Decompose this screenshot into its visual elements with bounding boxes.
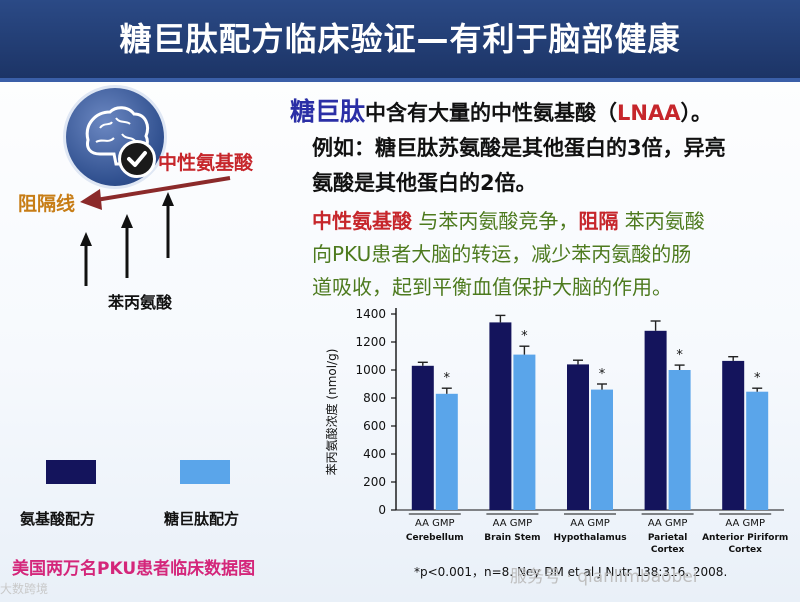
category-label: Cortex — [728, 545, 762, 555]
phenylalanine-label: 苯丙氨酸 — [108, 293, 173, 312]
watermark-brand: 大数跨境 — [0, 582, 49, 596]
block-arrow-head — [80, 189, 102, 210]
text-fragment: 苯丙氨酸 — [624, 209, 705, 233]
brand-name: 糖巨肽 — [290, 97, 366, 126]
y-tick-label: 200 — [363, 475, 386, 489]
group-label: AA GMP — [725, 518, 765, 529]
bar — [746, 391, 769, 510]
category-label: Anterior Piriform — [702, 533, 788, 543]
significance-mark: * — [444, 371, 451, 386]
significance-mark: * — [676, 348, 683, 363]
bar — [567, 364, 589, 510]
description-paragraph: 糖巨肽中含有大量的中性氨基酸（LNAA）。 例如：糖巨肽苏氨酸是其他蛋白的3倍，… — [290, 94, 790, 201]
bar — [411, 365, 434, 510]
group-label: AA GMP — [493, 518, 533, 529]
y-tick-label: 1000 — [355, 363, 386, 377]
y-tick-label: 1200 — [355, 335, 386, 349]
legend-swatch-gmp — [180, 460, 230, 484]
legend-label-aa: 氨基酸配方 — [20, 510, 96, 528]
page-title: 糖巨肽配方临床验证—有利于脑部健康 — [119, 20, 681, 58]
category-label: Parietal — [648, 533, 688, 543]
barrier-label: 阻隔线 — [18, 193, 76, 215]
bar — [591, 389, 613, 510]
highlight-lnaa: 中性氨基酸 — [312, 209, 412, 233]
chart-svg: 苯丙氨酸浓度 (nmol/g) 0 200 400 600 800 1000 1200 1400… — [324, 307, 788, 555]
significance-mark: * — [754, 371, 761, 386]
lnaa-abbrev: LNAA — [617, 101, 681, 125]
data-source-caption: 美国两万名PKU患者临床数据图 — [12, 559, 256, 579]
mechanism-paragraph: 中性氨基酸 与苯丙氨酸竞争，阻隔 苯丙氨酸 向PKU患者大脑的转运，减少苯丙氨酸… — [312, 205, 782, 304]
group-label: AA GMP — [415, 518, 455, 529]
bar — [644, 330, 667, 510]
category-label: Brain Stem — [484, 533, 540, 543]
y-tick-label: 400 — [363, 447, 386, 461]
watermark-service: 服务号 · qianlimbaobei — [510, 567, 698, 587]
y-tick-label: 0 — [378, 503, 386, 517]
bar-chart: 苯丙氨酸浓度 (nmol/g) 0 200 400 600 800 1000 1200 1400… — [322, 300, 792, 590]
highlight-block: 阻隔 — [578, 209, 619, 233]
chart-note: *p<0.001，n=8. Ney DM et al J Nutr 138:31… — [414, 565, 728, 579]
description-line-3: 氨酸是其他蛋白的2倍。 — [312, 171, 537, 195]
bar — [435, 393, 458, 510]
text-fragment: 与苯丙氨酸竞争， — [418, 209, 579, 233]
bar — [668, 370, 691, 510]
mechanism-line-2: 向PKU患者大脑的转运，减少苯丙氨酸的肠 — [312, 242, 692, 266]
group-label: AA GMP — [570, 518, 610, 529]
block-arrow — [95, 176, 231, 202]
legend-label-gmp: 糖巨肽配方 — [164, 510, 240, 528]
bar — [722, 360, 745, 510]
legend-swatch-aa — [46, 460, 96, 484]
category-label: Cortex — [651, 545, 685, 555]
y-axis-label: 苯丙氨酸浓度 (nmol/g) — [324, 349, 339, 476]
group-label: AA GMP — [648, 518, 688, 529]
y-tick-label: 1400 — [355, 307, 386, 321]
category-label: Hypothalamus — [553, 533, 626, 543]
diagram-arrows — [80, 176, 231, 286]
significance-mark: * — [599, 367, 606, 382]
text-fragment: ）。 — [680, 101, 712, 125]
lnaa-label: 中性氨基酸 — [158, 152, 254, 174]
y-tick-label: 600 — [363, 419, 386, 433]
mechanism-line-1: 中性氨基酸 与苯丙氨酸竞争，阻隔 苯丙氨酸 — [312, 205, 782, 238]
category-label: Cerebellum — [406, 533, 464, 543]
description-line-1: 糖巨肽中含有大量的中性氨基酸（LNAA）。 — [290, 94, 790, 131]
header-banner: 糖巨肽配方临床验证—有利于脑部健康 — [0, 0, 800, 82]
description-line-2: 例如：糖巨肽苏氨酸是其他蛋白的3倍，异亮 — [312, 136, 726, 160]
significance-mark: * — [521, 329, 528, 344]
mechanism-line-3: 道吸收，起到平衡血值保护大脑的作用。 — [312, 275, 672, 299]
text-fragment: 中含有大量的中性氨基酸（ — [365, 101, 618, 125]
bar — [513, 354, 536, 510]
bar — [489, 322, 512, 510]
y-tick-label: 800 — [363, 391, 386, 405]
phe-arrows — [84, 200, 170, 286]
check-icon — [118, 140, 156, 178]
